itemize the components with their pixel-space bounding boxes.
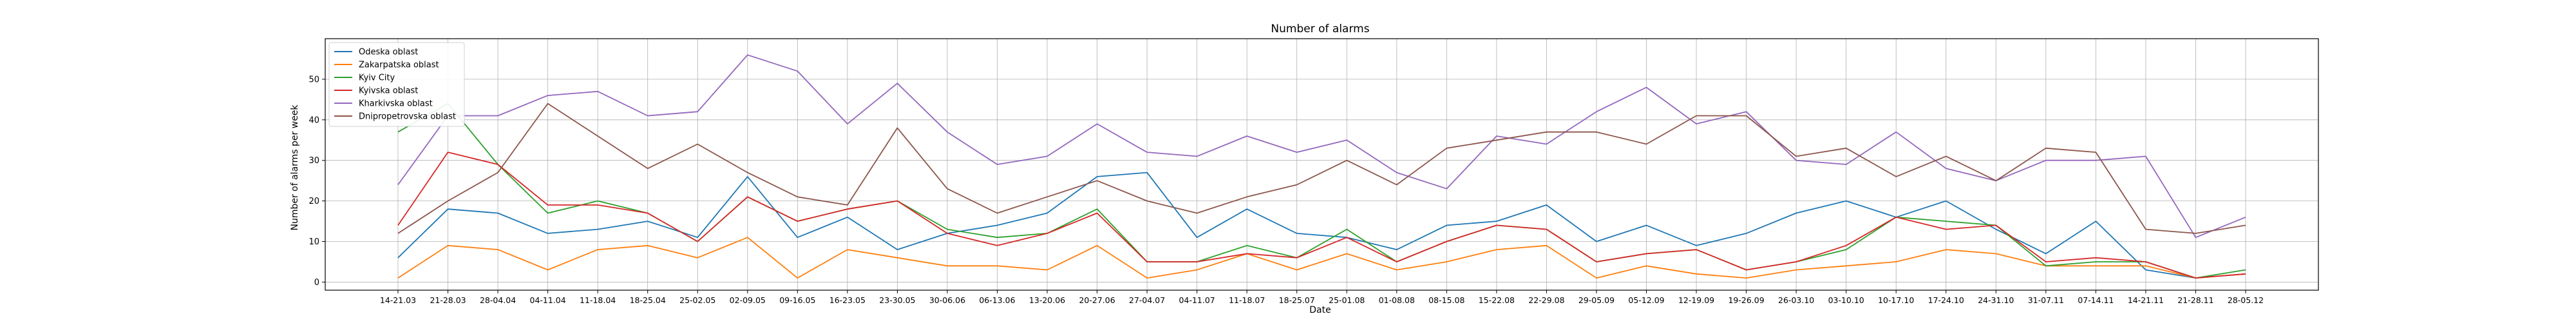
x-tick-label: 12-19.09 [1678, 295, 1714, 305]
x-tick-label: 03-10.10 [1828, 295, 1864, 305]
x-tick-label: 13-20.06 [1029, 295, 1065, 305]
x-tick-label: 28-05.12 [2228, 295, 2264, 305]
x-tick-label: 29-05.09 [1578, 295, 1615, 305]
series-line-zakarpatska-oblast [397, 237, 2246, 279]
x-tick-label: 01-08.08 [1379, 295, 1415, 305]
grid-lines [325, 39, 2318, 290]
x-tick-label: 06-13.06 [979, 295, 1015, 305]
y-tick-label: 50 [308, 75, 319, 84]
x-tick-label: 21-28.11 [2177, 295, 2213, 305]
x-tick-label: 11-18.07 [1229, 295, 1265, 305]
y-tick-label: 20 [308, 197, 319, 206]
legend-label: Kyivska oblast [359, 86, 418, 96]
x-tick-label: 25-02.05 [679, 295, 715, 305]
series-line-kyivska-oblast [397, 152, 2246, 279]
legend: Odeska oblast Zakarpatska oblast Kyiv City… [328, 42, 465, 127]
x-tick-label: 14-21.11 [2128, 295, 2164, 305]
y-axis: 0 10 20 30 40 50 [308, 75, 325, 288]
x-tick-label: 20-27.06 [1079, 295, 1115, 305]
legend-label: Kyiv City [359, 74, 395, 83]
x-tick-label: 09-16.05 [779, 295, 815, 305]
x-tick-label: 26-03.10 [1778, 295, 1814, 305]
y-tick-label: 40 [308, 115, 319, 125]
x-tick-label: 10-17.10 [1878, 295, 1914, 305]
x-tick-label: 07-14.11 [2078, 295, 2114, 305]
legend-label: Dnipropetrovska oblast [359, 112, 456, 122]
x-tick-label: 17-24.10 [1928, 295, 1964, 305]
x-tick-label: 16-23.05 [829, 295, 866, 305]
y-tick-label: 10 [308, 237, 319, 247]
x-tick-label: 30-06.06 [929, 295, 965, 305]
x-tick-label: 31-07.11 [2028, 295, 2064, 305]
y-tick-label: 30 [308, 156, 319, 166]
x-tick-label: 27-04.07 [1129, 295, 1165, 305]
x-tick-label: 25-01.08 [1329, 295, 1365, 305]
y-tick-label: 0 [314, 278, 319, 288]
x-tick-label: 18-25.04 [630, 295, 666, 305]
legend-label: Kharkivska oblast [359, 99, 433, 109]
x-tick-label: 22-29.08 [1528, 295, 1564, 305]
x-tick-label: 14-21.03 [380, 295, 416, 305]
x-tick-label: 21-28.03 [430, 295, 466, 305]
x-tick-label: 08-15.08 [1428, 295, 1464, 305]
y-axis-label: Number of alarms per week [290, 104, 300, 231]
legend-box [328, 42, 465, 127]
x-tick-label: 28-04.04 [480, 295, 516, 305]
chart-title: Number of alarms [1271, 23, 1369, 35]
x-tick-label: 15-22.08 [1479, 295, 1515, 305]
series-line-dnipropetrovska-oblast [397, 103, 2246, 234]
x-axis: 14-21.03 21-28.03 28-04.04 04-11.04 11-18.04… [380, 290, 2264, 305]
x-tick-label: 02-09.05 [730, 295, 766, 305]
x-tick-label: 04-11.04 [530, 295, 566, 305]
x-tick-label: 24-31.10 [1978, 295, 2014, 305]
legend-label: Zakarpatska oblast [359, 61, 439, 70]
x-tick-label: 04-11.07 [1179, 295, 1215, 305]
x-tick-label: 05-12.09 [1628, 295, 1664, 305]
legend-label: Odeska oblast [359, 48, 418, 57]
series-line-kharkivska-oblast [397, 54, 2246, 239]
x-tick-label: 23-30.05 [879, 295, 915, 305]
series-line-odeska-oblast [397, 172, 2246, 279]
plot-frame [325, 38, 2319, 291]
x-tick-label: 18-25.07 [1279, 295, 1315, 305]
series-lines [397, 54, 2246, 279]
x-tick-label: 19-26.09 [1728, 295, 1764, 305]
x-axis-label: Date [1309, 305, 1331, 315]
x-tick-label: 11-18.04 [580, 295, 616, 305]
